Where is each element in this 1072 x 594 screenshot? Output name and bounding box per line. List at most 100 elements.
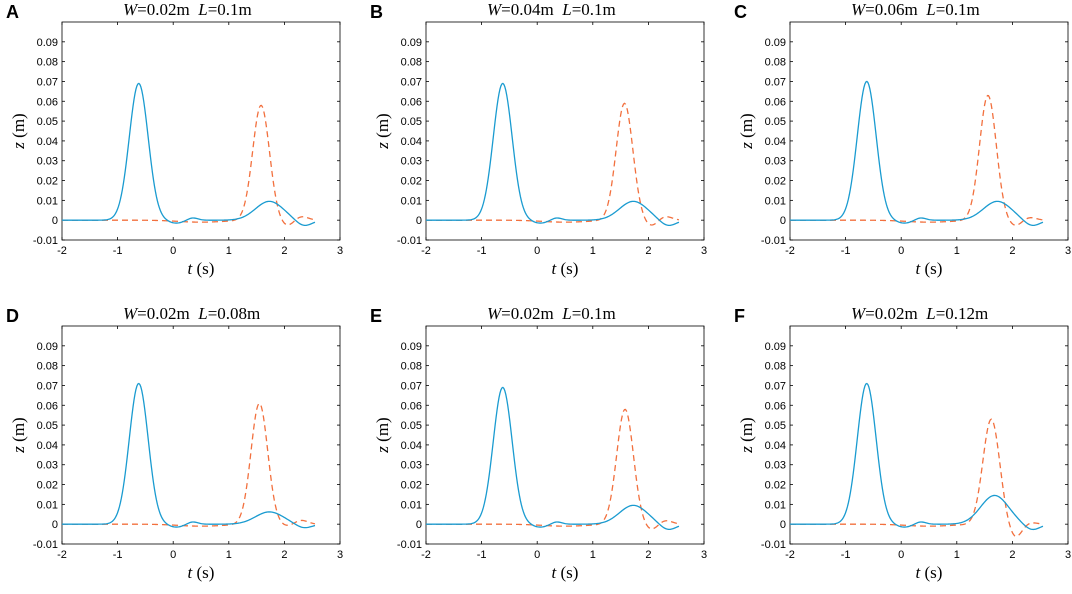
y-tick-label: 0.03 [765, 460, 786, 472]
y-tick-label: 0.08 [37, 361, 58, 373]
x-tick-label: 2 [281, 549, 287, 561]
y-tick-label: 0.04 [37, 136, 58, 148]
title-w-value: =0.02m [137, 304, 190, 323]
y-tick-label: 0.05 [765, 420, 786, 432]
title-w-label: W [487, 0, 502, 19]
title-w-label: W [123, 0, 138, 19]
y-tick-label: 0.01 [765, 499, 786, 511]
x-tick-label: -1 [113, 549, 123, 561]
y-tick-label: 0.07 [37, 76, 58, 88]
y-axis-var: z [373, 142, 392, 150]
x-tick-label: 1 [954, 549, 960, 561]
y-tick-label: 0.08 [37, 57, 58, 69]
chart-svg: -2 -1 0 1 2 3 -0.01 0 0.01 0.02 0.03 0.04 0.05 0.06 0.… [9, 325, 343, 582]
x-axis-label: t (s) [552, 563, 579, 582]
x-axis-unit: (s) [192, 259, 214, 278]
y-axis-label: z (m) [737, 417, 756, 453]
y-tick-label: 0.08 [401, 57, 422, 69]
x-axis-var: t [916, 259, 922, 278]
y-axis-label: z (m) [9, 417, 28, 453]
x-tick-label: -2 [421, 245, 431, 257]
x-tick-label: 2 [281, 245, 287, 257]
chart-panel-a: -2 -1 0 1 2 3 -0.01 0 0.01 0.02 0.03 0.04 0.05 0.06 0.… [0, 0, 344, 290]
x-axis-unit: (s) [920, 563, 942, 582]
x-tick-label: 1 [954, 245, 960, 257]
x-tick-label: 3 [701, 245, 707, 257]
title-w-value: =0.06m [865, 0, 918, 19]
x-tick-label: 1 [226, 549, 232, 561]
x-axis-label: t (s) [552, 259, 579, 278]
y-axis-var: z [737, 142, 756, 150]
y-tick-label: 0 [780, 215, 786, 227]
chart-title: W=0.02m L=0.12m [851, 304, 988, 324]
x-tick-label: 0 [534, 245, 540, 257]
chart-panel-d: -2 -1 0 1 2 3 -0.01 0 0.01 0.02 0.03 0.04 0.05 0.06 0.… [0, 304, 344, 594]
title-w-value: =0.02m [137, 0, 190, 19]
y-axis-unit: (m) [373, 417, 392, 446]
y-tick-label: 0.02 [765, 480, 786, 492]
y-tick-label: 0 [416, 215, 422, 227]
y-tick-label: 0.04 [37, 440, 58, 452]
y-tick-label: 0.01 [37, 195, 58, 207]
panel-letter: A [6, 2, 19, 22]
series-solid-line [790, 80, 1044, 227]
x-axis-unit: (s) [920, 259, 942, 278]
title-w-label: W [851, 0, 866, 19]
y-tick-label: 0.02 [765, 176, 786, 188]
y-tick-label: 0.03 [765, 156, 786, 168]
title-l-label: L [198, 0, 208, 19]
y-tick-label: 0.02 [37, 176, 58, 188]
title-spacer [918, 0, 927, 19]
y-axis-var: z [737, 446, 756, 454]
x-axis-unit: (s) [192, 563, 214, 582]
y-axis-label: z (m) [373, 417, 392, 453]
x-tick-label: -2 [785, 245, 795, 257]
y-tick-label: 0.06 [401, 96, 422, 108]
title-l-label: L [562, 0, 572, 19]
x-axis-label: t (s) [188, 563, 215, 582]
y-tick-label: 0 [52, 519, 58, 531]
panel-letter: B [370, 2, 383, 22]
y-axis-unit: (m) [9, 417, 28, 446]
y-tick-label: 0.09 [765, 37, 786, 49]
title-l-value: =0.08m [207, 304, 261, 323]
x-tick-label: 2 [1009, 549, 1015, 561]
series-dashed-line [62, 104, 316, 226]
y-tick-label: 0.09 [401, 37, 422, 49]
series-dashed-line [426, 102, 680, 226]
y-axis-label: z (m) [9, 113, 28, 149]
title-l-value: =0.1m [571, 304, 616, 323]
x-tick-label: 2 [645, 549, 651, 561]
x-tick-label: 0 [898, 549, 904, 561]
y-tick-label: 0.02 [37, 480, 58, 492]
y-axis-label: z (m) [373, 113, 392, 149]
panel-letter: C [734, 2, 747, 22]
series-solid-line [426, 82, 680, 227]
y-tick-label: 0.01 [401, 195, 422, 207]
x-tick-label: 2 [1009, 245, 1015, 257]
x-axis-unit: (s) [556, 563, 578, 582]
x-axis-label: t (s) [188, 259, 215, 278]
title-w-label: W [487, 304, 502, 323]
x-axis-var: t [916, 563, 922, 582]
y-tick-label: -0.01 [397, 235, 422, 247]
title-w-label: W [851, 304, 866, 323]
title-l-value: =0.12m [935, 304, 989, 323]
x-tick-label: -2 [57, 245, 67, 257]
x-axis-label: t (s) [916, 563, 943, 582]
y-tick-label: -0.01 [761, 539, 786, 551]
title-spacer [190, 0, 199, 19]
y-tick-label: 0.07 [765, 76, 786, 88]
title-spacer [554, 0, 563, 19]
y-axis-var: z [373, 446, 392, 454]
x-tick-label: -1 [477, 549, 487, 561]
x-tick-label: -1 [841, 245, 851, 257]
title-spacer [918, 304, 927, 323]
title-l-label: L [926, 0, 936, 19]
y-tick-label: 0.03 [37, 156, 58, 168]
series-solid-line [426, 386, 680, 531]
y-tick-label: 0.07 [765, 380, 786, 392]
y-tick-label: 0.01 [401, 499, 422, 511]
y-tick-label: 0.08 [765, 57, 786, 69]
axes-box [61, 325, 341, 545]
